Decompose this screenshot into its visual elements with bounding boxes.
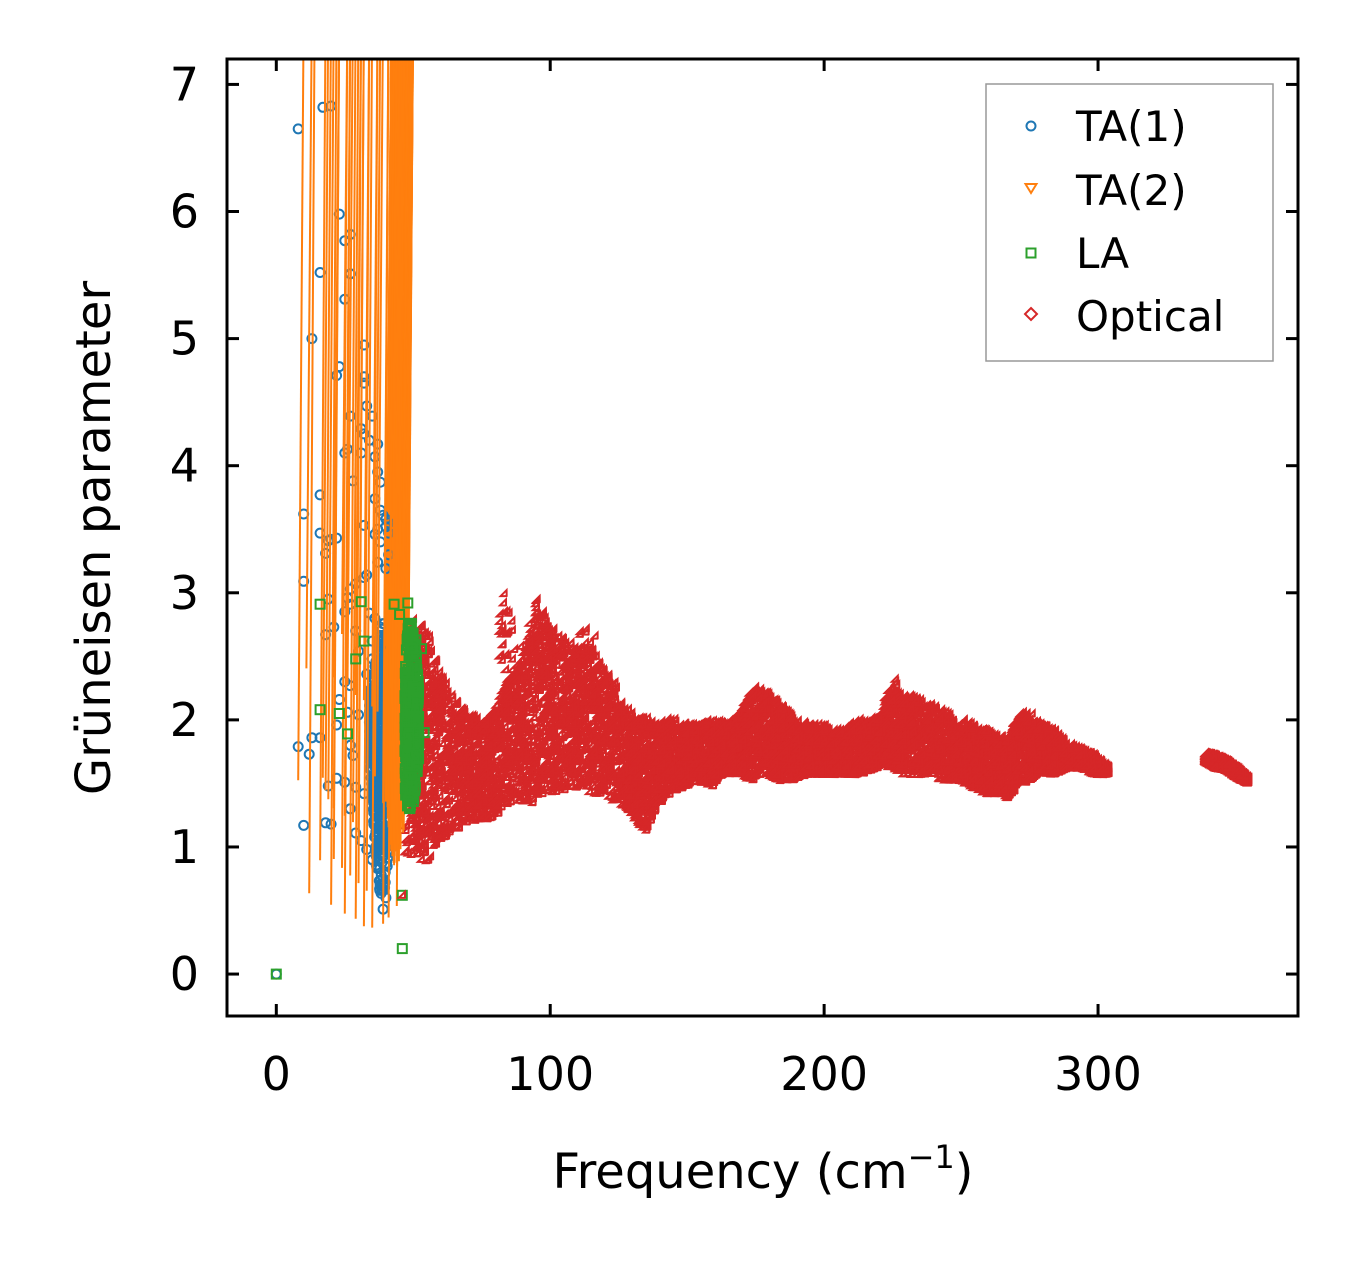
band-point (1026, 708, 1036, 718)
band-point (583, 785, 593, 796)
band-point (443, 813, 454, 823)
band-point (430, 655, 441, 666)
band-point (559, 783, 569, 794)
band-point (528, 711, 538, 722)
data-layer (270, 59, 1253, 980)
band-optical (399, 593, 1113, 865)
band-point (434, 790, 444, 800)
band-point (425, 688, 435, 699)
